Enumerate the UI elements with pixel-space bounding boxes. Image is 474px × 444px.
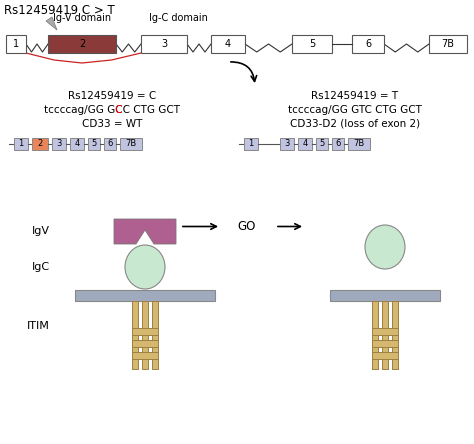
Bar — [211, 35, 245, 53]
Bar — [382, 301, 388, 369]
Text: 5: 5 — [319, 139, 325, 148]
Text: 3: 3 — [56, 139, 62, 148]
Text: Ig-C domain: Ig-C domain — [148, 13, 208, 23]
Bar — [292, 35, 332, 53]
Bar — [298, 138, 312, 150]
Bar — [141, 35, 187, 53]
Bar — [88, 138, 100, 150]
Text: CD33 = WT: CD33 = WT — [82, 119, 142, 129]
Polygon shape — [114, 219, 176, 244]
Bar — [372, 328, 398, 335]
Text: Rs12459419 = T: Rs12459419 = T — [311, 91, 399, 101]
Text: IgC: IgC — [32, 262, 50, 272]
Text: 5: 5 — [309, 39, 315, 49]
Text: Ig-V domain: Ig-V domain — [53, 13, 111, 23]
Polygon shape — [46, 17, 57, 30]
Text: IgV: IgV — [32, 226, 50, 237]
Text: 1: 1 — [248, 139, 254, 148]
Bar — [48, 35, 116, 53]
Text: GO: GO — [238, 220, 256, 233]
Text: 2: 2 — [37, 139, 43, 148]
Bar — [132, 328, 158, 335]
Bar — [372, 352, 398, 359]
Text: Rs12459419 = C: Rs12459419 = C — [68, 91, 156, 101]
Bar — [75, 290, 215, 301]
Bar — [280, 138, 294, 150]
Text: ITIM: ITIM — [27, 321, 50, 331]
Bar — [382, 301, 388, 369]
Bar — [348, 138, 370, 150]
Bar — [142, 301, 148, 369]
Text: 4: 4 — [225, 39, 231, 49]
Bar — [32, 138, 48, 150]
Text: 3: 3 — [161, 39, 167, 49]
Text: Rs12459419 C > T: Rs12459419 C > T — [4, 4, 115, 17]
Bar — [372, 301, 378, 369]
Text: 2: 2 — [79, 39, 85, 49]
Text: 4: 4 — [74, 139, 80, 148]
Text: 5: 5 — [91, 139, 97, 148]
Bar — [120, 138, 142, 150]
Bar — [70, 138, 84, 150]
Bar — [104, 138, 116, 150]
Text: 3: 3 — [284, 139, 290, 148]
Bar — [6, 35, 26, 53]
Bar — [352, 35, 384, 53]
Bar — [372, 301, 378, 369]
Ellipse shape — [365, 225, 405, 269]
Bar — [332, 138, 344, 150]
Bar — [330, 290, 440, 301]
Text: 1: 1 — [18, 139, 24, 148]
Text: 6: 6 — [107, 139, 113, 148]
Bar — [372, 340, 398, 347]
Bar — [152, 301, 158, 369]
Text: 7B: 7B — [354, 139, 365, 148]
Text: CD33-D2 (loss of exon 2): CD33-D2 (loss of exon 2) — [290, 119, 420, 129]
Text: 7B: 7B — [441, 39, 455, 49]
Text: C: C — [115, 105, 122, 115]
Bar — [14, 138, 28, 150]
Text: tccccag/GG GCC CTG GCT: tccccag/GG GCC CTG GCT — [44, 105, 180, 115]
Bar — [244, 138, 258, 150]
Bar — [132, 352, 158, 359]
Ellipse shape — [125, 245, 165, 289]
Text: 6: 6 — [335, 139, 341, 148]
Text: 1: 1 — [13, 39, 19, 49]
Bar — [429, 35, 467, 53]
Text: 7B: 7B — [126, 139, 137, 148]
Text: 6: 6 — [365, 39, 371, 49]
Bar — [316, 138, 328, 150]
Bar — [392, 301, 398, 369]
Text: 4: 4 — [302, 139, 308, 148]
Bar — [52, 138, 66, 150]
Text: tccccag/GG GTC CTG GCT: tccccag/GG GTC CTG GCT — [288, 105, 422, 115]
Bar — [132, 301, 138, 369]
Bar — [392, 301, 398, 369]
Bar — [132, 340, 158, 347]
